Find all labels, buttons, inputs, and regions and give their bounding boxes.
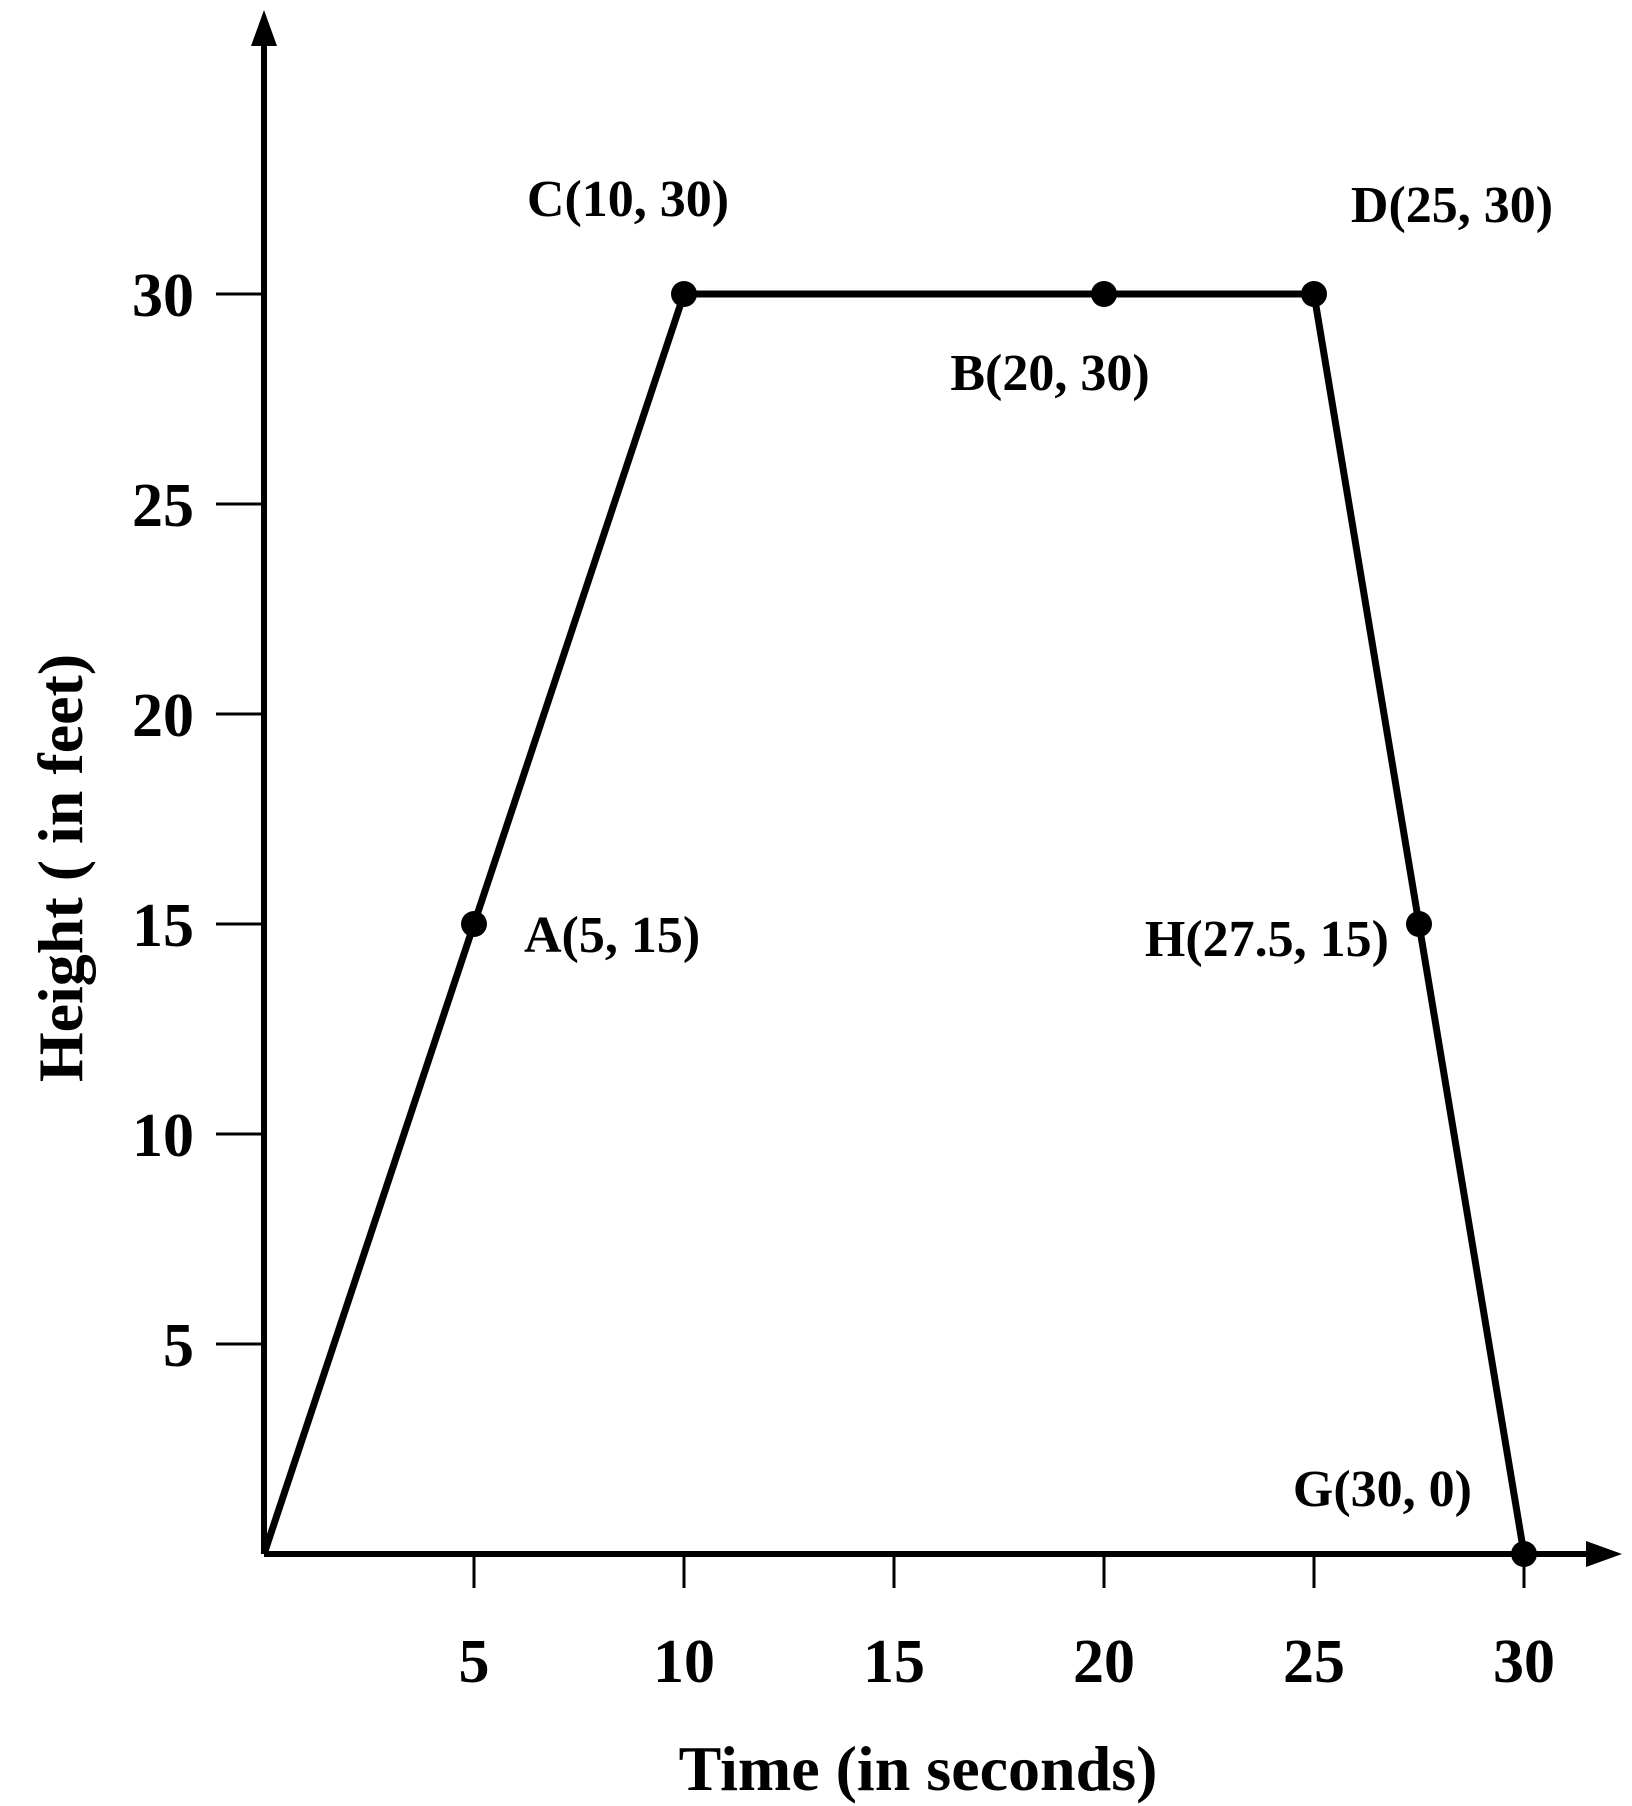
point-label: A(5, 15) <box>524 907 700 964</box>
data-point-1 <box>461 911 487 937</box>
point-label: D(25, 30) <box>1351 177 1553 234</box>
y-axis-title: Height ( in feet) <box>25 654 96 1082</box>
y-tick-label: 25 <box>132 472 194 540</box>
point-label: G(30, 0) <box>1293 1461 1472 1518</box>
axes: 5 10 15 20 25 30 5 10 15 20 25 30 <box>132 10 1622 1696</box>
point-label: C(10, 30) <box>527 171 729 228</box>
y-tick-label: 10 <box>132 1102 194 1170</box>
point-label: B(20, 30) <box>950 345 1149 402</box>
y-tick-label: 5 <box>163 1312 194 1380</box>
x-tick-label: 5 <box>459 1628 490 1696</box>
x-axis-arrow <box>1586 1541 1622 1567</box>
x-tick-label: 20 <box>1073 1628 1135 1696</box>
data-point-2 <box>671 281 697 307</box>
data-point-3 <box>1091 281 1117 307</box>
y-axis-arrow <box>251 10 277 46</box>
data-point-5 <box>1406 911 1432 937</box>
y-tick-label: 30 <box>132 262 194 330</box>
point-label: H(27.5, 15) <box>1145 911 1389 968</box>
x-tick-label: 15 <box>863 1628 925 1696</box>
point-labels: A(5, 15) C(10, 30) B(20, 30) D(25, 30) H(27.… <box>524 171 1553 1518</box>
data-point-4 <box>1301 281 1327 307</box>
y-tick-label: 15 <box>132 892 194 960</box>
x-tick-label: 10 <box>653 1628 715 1696</box>
data-points <box>461 281 1537 1567</box>
data-point-6 <box>1511 1541 1537 1567</box>
y-tick-label: 20 <box>132 682 194 750</box>
x-tick-label: 30 <box>1493 1628 1555 1696</box>
x-axis-title: Time (in seconds) <box>679 1733 1158 1804</box>
x-tick-label: 25 <box>1283 1628 1345 1696</box>
